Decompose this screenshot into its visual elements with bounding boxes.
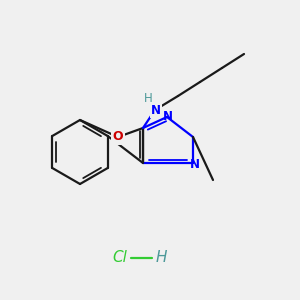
Text: H: H: [155, 250, 167, 266]
Text: N: N: [190, 158, 200, 170]
Text: N: N: [163, 110, 173, 122]
Text: O: O: [113, 130, 123, 143]
Text: Cl: Cl: [112, 250, 128, 266]
Text: H: H: [144, 92, 152, 106]
Text: N: N: [151, 104, 161, 118]
